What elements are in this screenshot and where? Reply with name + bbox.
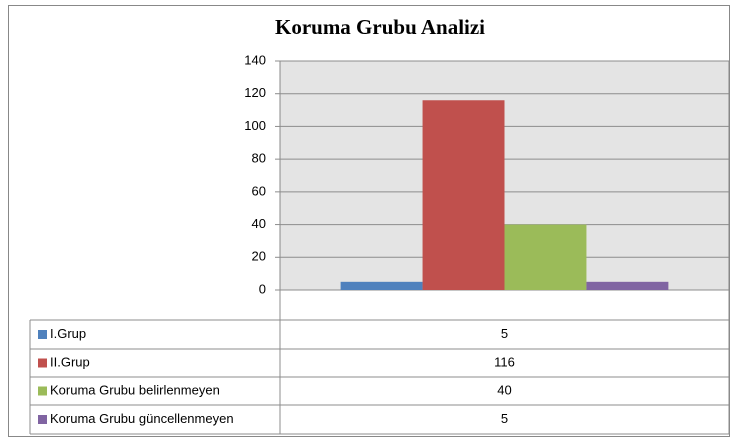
bar [422,100,505,290]
bar [586,281,669,290]
y-tick-label: 0 [259,281,266,296]
y-tick-label: 20 [252,249,266,264]
legend-label: Koruma Grubu güncellenmeyen [50,411,234,426]
legend-label: I.Grup [50,326,86,341]
legend-key [38,415,47,424]
legend-key [38,330,47,339]
legend-key [38,386,47,396]
legend-key [38,358,47,368]
y-tick-label: 80 [252,151,266,166]
bar [504,224,587,290]
y-tick-label: 120 [244,85,266,100]
legend-label: II.Grup [50,354,90,369]
bar [340,281,423,290]
table-value: 5 [501,326,508,341]
table-value: 5 [501,411,508,426]
legend-label: Koruma Grubu belirlenmeyen [50,382,220,397]
y-tick-label: 40 [252,216,266,231]
y-tick-label: 60 [252,183,266,198]
table-value: 40 [497,382,511,397]
chart-title: Koruma Grubu Analizi [275,15,485,39]
table-value: 116 [494,354,515,369]
y-tick-label: 100 [244,118,266,133]
y-tick-label: 140 [244,52,266,67]
